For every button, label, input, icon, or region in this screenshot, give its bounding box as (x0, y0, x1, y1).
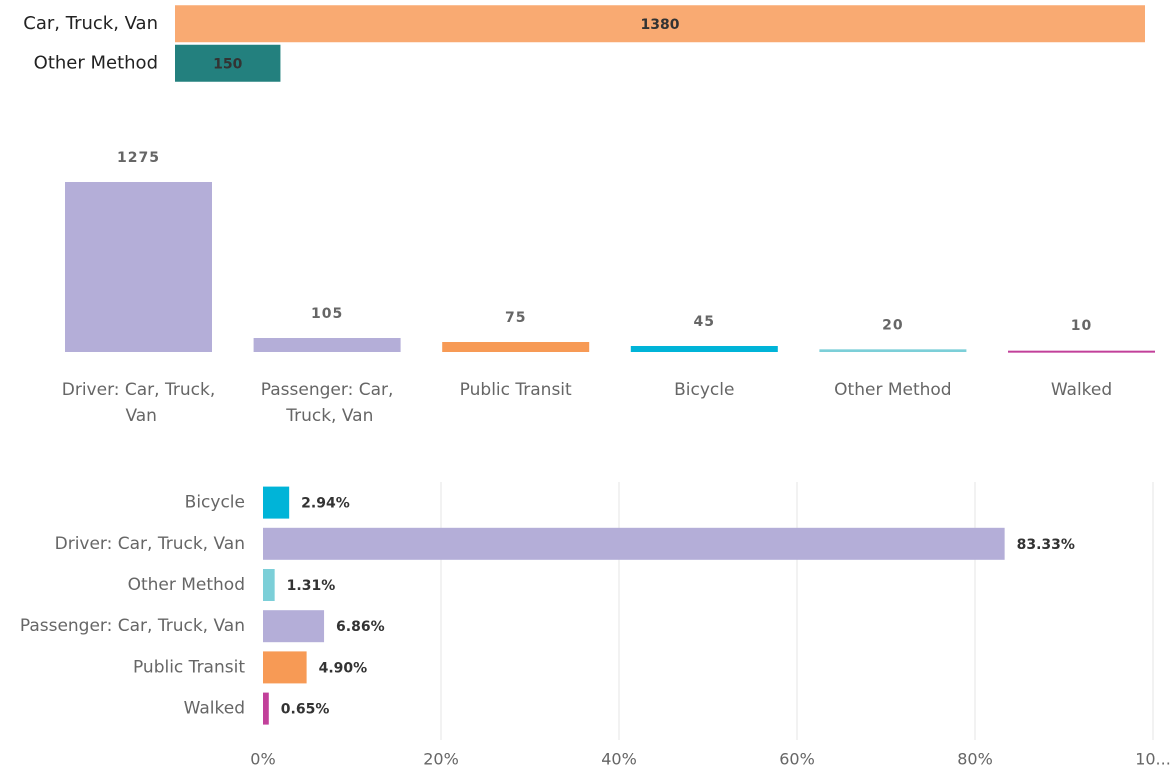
category-label: Walked (184, 699, 245, 719)
value-label: 10 (1071, 318, 1092, 334)
bar (263, 527, 1005, 560)
category-label: Walked (1051, 380, 1112, 400)
value-label: 6.86% (336, 619, 385, 635)
category-label: Public Transit (133, 657, 245, 677)
bar (263, 486, 290, 519)
category-label: Other Method (128, 575, 245, 595)
x-tick-label: 10... (1135, 750, 1171, 769)
category-label: Driver: Car, Truck, Van (55, 534, 245, 554)
value-label: 105 (311, 306, 343, 322)
value-label: 150 (213, 56, 242, 72)
bar (65, 182, 212, 352)
value-label: 45 (694, 314, 715, 330)
x-tick-label: 20% (423, 750, 459, 769)
category-label: Other Method (34, 52, 158, 73)
bar (442, 342, 590, 352)
category-label: Bicycle (185, 493, 245, 513)
x-tick-label: 0% (250, 750, 275, 769)
category-label: Car, Truck, Van (23, 13, 158, 34)
value-label: 2.94% (301, 496, 350, 512)
x-tick-label: 80% (957, 750, 993, 769)
value-label: 75 (505, 310, 526, 326)
category-label: Bicycle (674, 380, 734, 400)
bar (263, 610, 325, 643)
value-label: 1.31% (287, 578, 336, 594)
value-label: 1275 (117, 150, 160, 166)
x-tick-label: 60% (779, 750, 815, 769)
bar (263, 651, 307, 684)
bar (630, 346, 778, 352)
value-label: 1380 (641, 17, 680, 33)
bar (263, 569, 275, 601)
category-label: Public Transit (460, 380, 572, 400)
value-label: 0.65% (281, 702, 330, 718)
value-label: 20 (882, 317, 903, 333)
category-label: Other Method (834, 380, 951, 400)
bar (175, 5, 1145, 43)
bar (1008, 350, 1155, 353)
category-label: Passenger: Car, Truck, Van (20, 616, 245, 636)
category-label: Driver: Car, Truck, Van (62, 380, 215, 426)
bar (253, 338, 401, 352)
category-label: Passenger: Car, Truck, Van (261, 380, 394, 426)
bar (263, 692, 269, 725)
value-label: 83.33% (1017, 537, 1075, 553)
bar (819, 349, 967, 352)
value-label: 4.90% (319, 660, 368, 676)
bar (175, 44, 281, 82)
x-tick-label: 40% (601, 750, 637, 769)
